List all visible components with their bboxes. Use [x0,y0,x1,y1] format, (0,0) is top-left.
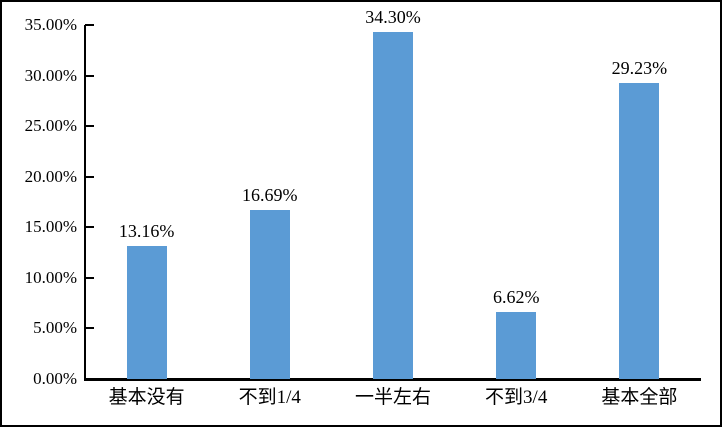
bar-value-label: 29.23% [611,58,668,79]
bar-value-label: 16.69% [242,185,298,206]
y-axis-tick-mark [85,327,94,330]
bar-value-label: 13.16% [118,220,175,241]
y-axis-line [84,25,86,381]
x-category-label: 不到1/4 [238,387,301,408]
y-axis-tick-mark [85,24,94,26]
y-axis-label: 0.00% [33,369,77,388]
y-axis-tick-mark [85,175,94,178]
bar-5 [619,83,660,379]
y-axis-tick-mark [85,74,94,77]
bar-1 [126,245,167,379]
bar-3 [373,32,413,379]
x-category-label: 一半左右 [354,387,431,408]
y-axis-label: 15.00% [24,217,77,237]
x-category-label: 不到3/4 [485,387,548,408]
bar-value-label: 6.62% [492,287,540,308]
y-axis-tick-mark [85,276,94,279]
y-axis-label: 5.00% [33,318,77,338]
y-axis-label: 30.00% [24,65,77,85]
y-axis-label: 25.00% [24,116,77,136]
y-axis-tick-mark [85,125,94,128]
bar-4 [496,312,537,379]
x-category-label: 基本全部 [601,387,678,408]
x-category-label: 基本没有 [108,387,185,408]
y-axis-tick-mark [85,226,94,229]
y-axis-label: 20.00% [24,166,77,186]
x-axis-line [84,378,701,381]
bar-2 [249,210,290,379]
y-axis-label: 10.00% [24,267,77,287]
bar-value-label: 34.30% [365,7,421,28]
y-axis-label: 35.00% [24,15,77,34]
